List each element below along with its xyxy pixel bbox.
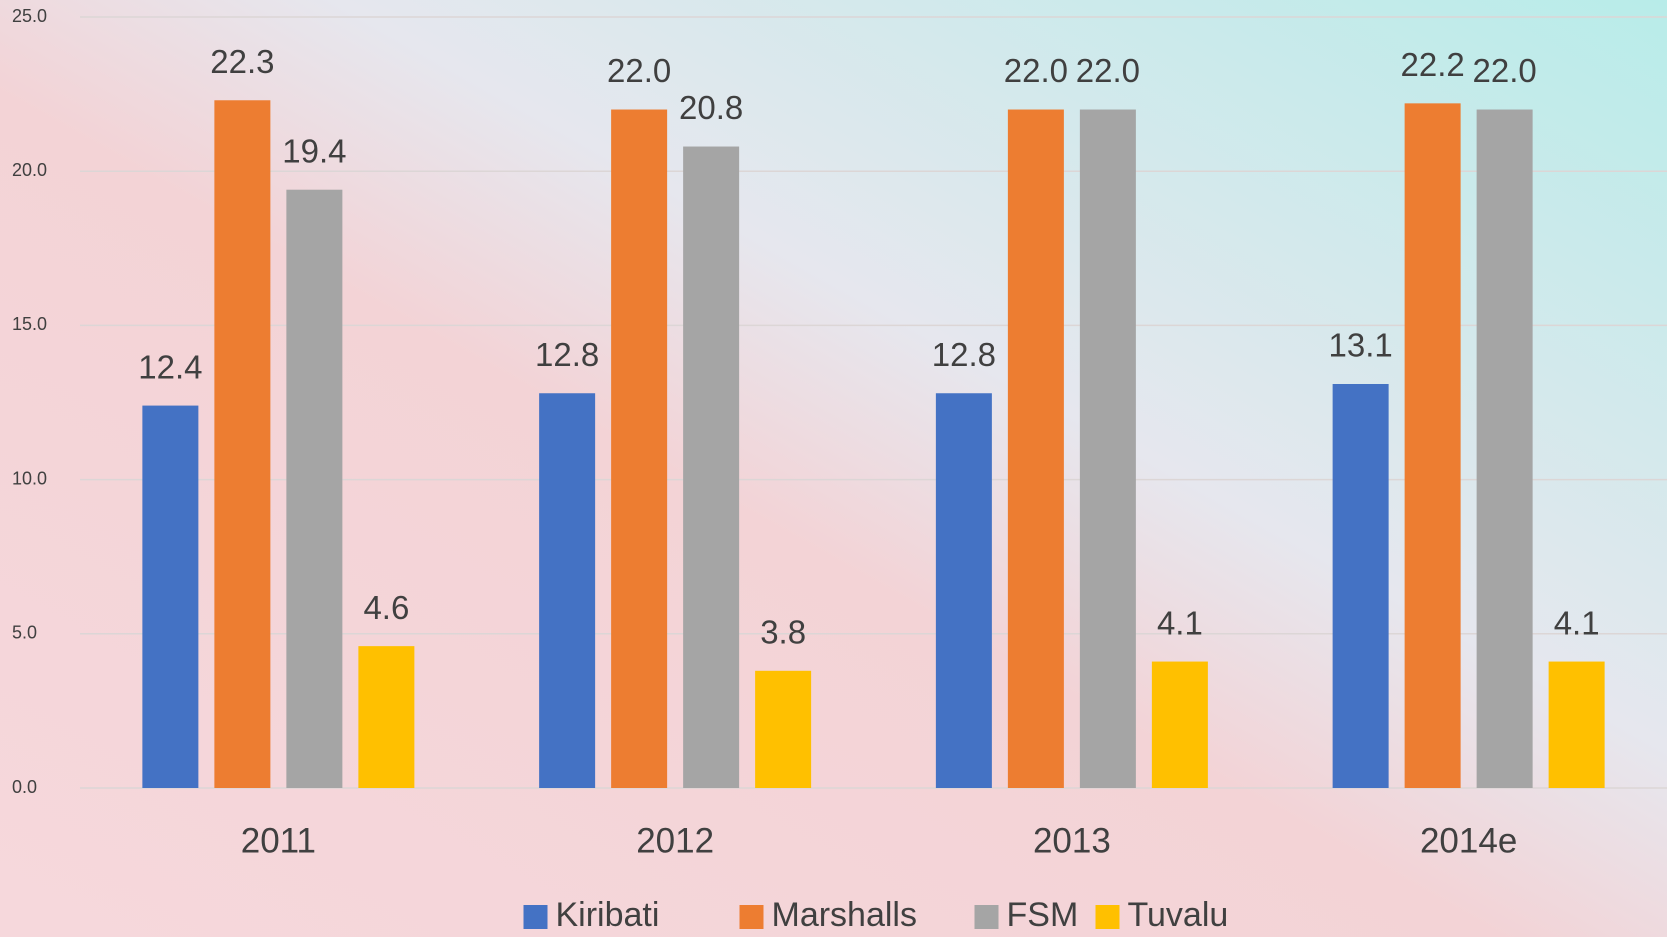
bar xyxy=(935,393,992,788)
legend-label: Tuvalu xyxy=(1128,896,1229,934)
legend-swatch xyxy=(974,905,999,929)
value-label: 4.1 xyxy=(1157,604,1203,641)
y-tick-label: 0.0 xyxy=(12,777,37,797)
value-label: 19.4 xyxy=(282,132,346,169)
bar xyxy=(755,670,812,788)
bar xyxy=(1007,109,1064,788)
legend-label: Kiribati xyxy=(556,896,660,934)
value-label: 13.1 xyxy=(1329,327,1393,364)
value-label: 12.8 xyxy=(535,336,599,373)
legend-swatch xyxy=(739,905,764,929)
legend-swatch xyxy=(1095,905,1120,929)
bar xyxy=(683,146,740,788)
bar xyxy=(1404,103,1461,789)
bar xyxy=(286,189,343,789)
value-label: 22.0 xyxy=(607,52,671,89)
x-tick-label: 2013 xyxy=(1033,821,1111,860)
bar xyxy=(142,405,199,788)
bar xyxy=(1548,661,1605,788)
value-label: 22.0 xyxy=(1473,52,1537,89)
value-label: 3.8 xyxy=(760,614,806,651)
bar xyxy=(1332,383,1389,788)
bar xyxy=(1151,661,1208,788)
value-label: 20.8 xyxy=(679,89,743,126)
x-tick-label: 2014e xyxy=(1420,821,1517,860)
bar xyxy=(358,646,415,788)
y-tick-label: 15.0 xyxy=(12,314,47,334)
bar xyxy=(611,109,668,788)
value-label: 22.0 xyxy=(1004,52,1068,89)
legend-label: FSM xyxy=(1007,896,1079,934)
legend-swatch xyxy=(523,905,548,929)
bar xyxy=(1079,109,1136,788)
x-tick-label: 2012 xyxy=(636,821,714,860)
value-label: 4.1 xyxy=(1554,604,1600,641)
value-label: 4.6 xyxy=(363,589,409,626)
y-tick-label: 10.0 xyxy=(12,468,47,488)
value-label: 22.3 xyxy=(210,43,274,80)
bar xyxy=(1476,109,1533,788)
legend-label: Marshalls xyxy=(772,896,917,934)
value-label: 12.8 xyxy=(932,336,996,373)
value-label: 22.2 xyxy=(1401,46,1465,83)
value-label: 22.0 xyxy=(1076,52,1140,89)
y-tick-label: 25.0 xyxy=(12,6,47,26)
bar xyxy=(214,100,271,788)
bar xyxy=(539,393,596,788)
y-tick-label: 20.0 xyxy=(12,160,47,180)
y-tick-label: 5.0 xyxy=(12,623,37,643)
value-label: 12.4 xyxy=(138,348,202,385)
x-tick-label: 2011 xyxy=(241,821,316,860)
